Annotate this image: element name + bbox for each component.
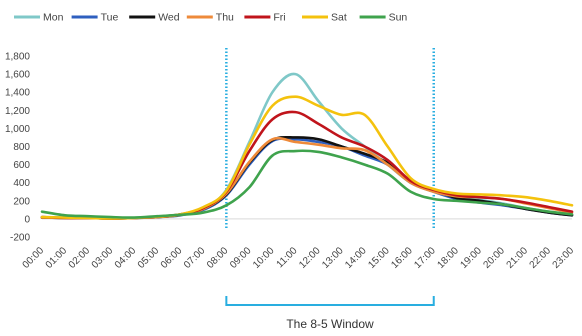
x-tick-label: 17:00	[412, 245, 438, 271]
series-line-wed	[40, 135, 574, 220]
x-axis: 00:0001:0002:0003:0004:0005:0006:0007:00…	[21, 218, 577, 271]
x-tick-label: 16:00	[389, 245, 415, 271]
x-tick-label: 19:00	[458, 245, 484, 271]
y-tick-label: 1,200	[5, 106, 30, 117]
y-tick-label: 600	[13, 160, 30, 171]
x-tick-label: 22:00	[528, 245, 554, 271]
y-tick-label: 1,000	[5, 124, 30, 135]
series-line-sun	[40, 149, 574, 219]
y-tick-label: 0	[24, 214, 30, 225]
x-tick-label: 08:00	[205, 245, 231, 271]
x-tick-label: 18:00	[435, 245, 461, 271]
legend-label-thu: Thu	[216, 12, 234, 24]
x-tick-label: 02:00	[67, 245, 93, 271]
window-annotation: The 8-5 Window	[225, 296, 435, 331]
x-tick-label: 09:00	[228, 245, 254, 271]
series-lines	[40, 72, 574, 220]
x-tick-label: 07:00	[182, 245, 208, 271]
x-tick-label: 11:00	[275, 245, 300, 270]
x-tick-label: 10:00	[251, 245, 277, 271]
x-tick-label: 21:00	[505, 245, 531, 271]
x-tick-label: 15:00	[366, 245, 392, 271]
x-tick-label: 12:00	[297, 245, 323, 271]
y-axis: -200 0 200 400 600 800 1,000 1,200 1,400 1,600 1,8…	[5, 52, 30, 244]
legend: Mon Tue Wed Thu Fri Sat Sun	[14, 12, 407, 24]
legend-label-sat: Sat	[331, 12, 347, 24]
x-tick-label: 13:00	[320, 245, 346, 271]
y-tick-label: 1,600	[5, 70, 30, 81]
window-label: The 8-5 Window	[286, 317, 374, 331]
y-tick-label: 1,400	[5, 88, 30, 99]
legend-label-fri: Fri	[273, 12, 285, 24]
series-line-sat	[40, 95, 574, 220]
y-tick-label: 400	[13, 178, 30, 189]
y-tick-label: -200	[10, 233, 30, 244]
legend-label-mon: Mon	[43, 12, 64, 24]
window-bracket	[225, 296, 435, 306]
legend-label-wed: Wed	[158, 12, 180, 24]
x-tick-label: 06:00	[159, 245, 185, 271]
legend-label-tue: Tue	[101, 12, 119, 24]
x-tick-label: 03:00	[90, 245, 116, 271]
legend-label-sun: Sun	[389, 12, 408, 24]
x-tick-label: 20:00	[482, 245, 508, 271]
x-tick-label: 04:00	[113, 245, 139, 271]
x-tick-label: 23:00	[551, 245, 577, 271]
x-tick-label: 00:00	[21, 245, 47, 271]
y-tick-label: 200	[13, 196, 30, 207]
x-tick-label: 14:00	[343, 245, 369, 271]
y-tick-label: 800	[13, 142, 30, 153]
y-tick-label: 1,800	[5, 52, 30, 63]
x-tick-label: 05:00	[136, 245, 162, 271]
x-tick-label: 01:00	[44, 245, 70, 271]
